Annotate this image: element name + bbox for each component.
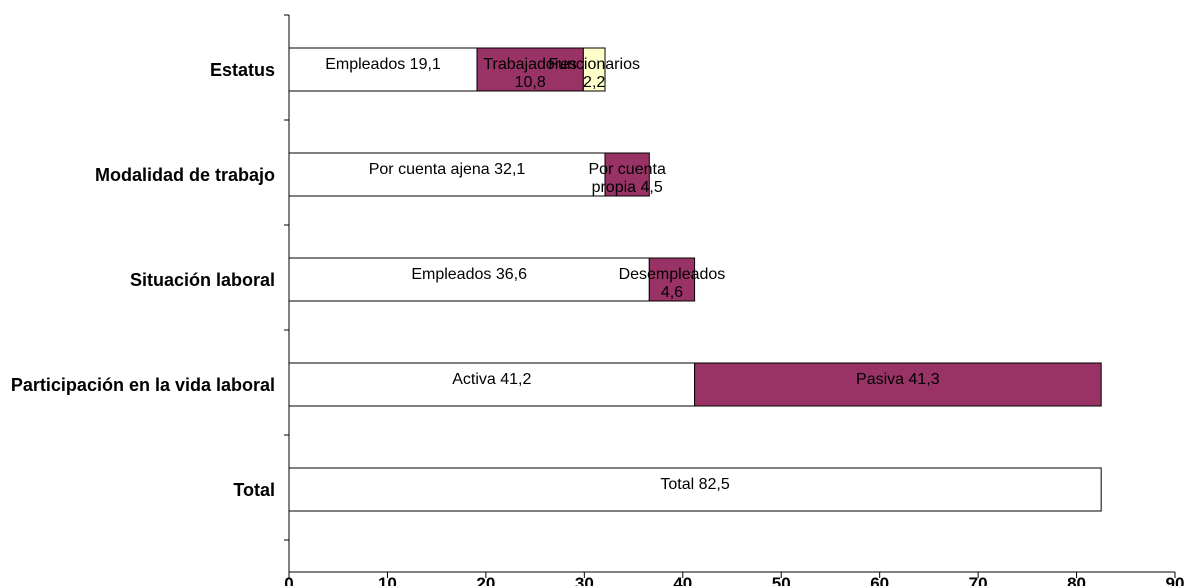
data-label: Empleados 19,1 <box>325 55 441 73</box>
data-label: Empleados 36,6 <box>411 265 527 283</box>
x-tick-label: 0 <box>284 574 294 586</box>
bar-segment <box>288 152 606 197</box>
category-label: Situación laboral <box>129 269 275 290</box>
bar-segment <box>476 47 584 92</box>
data-label: Por cuenta ajena 32,1 <box>368 160 526 178</box>
data-label: Trabajadores 10,8 <box>483 55 578 91</box>
x-tick-label: 60 <box>870 574 890 586</box>
data-label: Total 82,5 <box>660 475 730 493</box>
bar-segment <box>604 152 650 197</box>
data-label: Pasiva 41,3 <box>856 370 940 388</box>
x-tick-label: 10 <box>377 574 397 586</box>
bar-segment <box>288 47 478 92</box>
bar-segment <box>694 362 1102 407</box>
bar-segment <box>582 47 606 92</box>
x-tick-label: 50 <box>771 574 791 586</box>
bar-segment <box>648 257 696 302</box>
x-tick-label: 30 <box>574 574 594 586</box>
bar-segment <box>288 467 1102 512</box>
category-label: Total <box>233 479 275 500</box>
x-tick-label: 40 <box>673 574 693 586</box>
x-tick-label: 20 <box>476 574 496 586</box>
data-label: Funcionarios 2,2 <box>548 55 640 91</box>
category-label: Estatus <box>209 59 275 80</box>
x-tick-label: 70 <box>968 574 988 586</box>
data-label: Activa 41,2 <box>452 370 532 388</box>
category-label: Modalidad de trabajo <box>94 164 275 185</box>
category-label: Participación en la vida laboral <box>10 374 275 395</box>
bar-segment <box>288 257 650 302</box>
x-tick-label: 80 <box>1067 574 1086 586</box>
x-tick-label: 90 <box>1165 574 1185 586</box>
data-label: Desempleados 4,6 <box>618 265 726 301</box>
data-label: Por cuenta propia 4,5 <box>588 160 666 196</box>
